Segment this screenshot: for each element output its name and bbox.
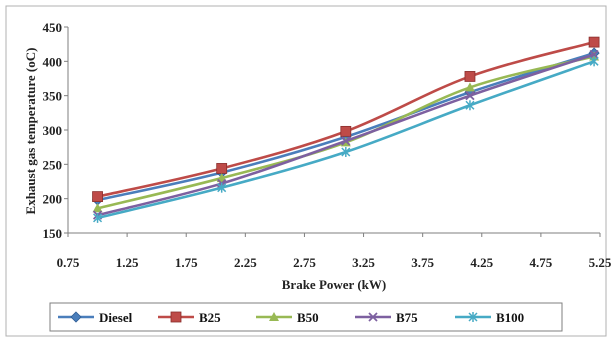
x-tick-label: 4.25 <box>470 255 493 270</box>
x-tick-label: 0.75 <box>57 255 80 270</box>
x-tick-label: 3.75 <box>411 255 434 270</box>
y-tick-label: 150 <box>43 226 63 241</box>
legend-marker-b100 <box>468 312 478 322</box>
legend-label-b75: B75 <box>396 310 418 325</box>
x-tick-label: 1.25 <box>116 255 139 270</box>
data-point-b75 <box>341 136 351 146</box>
x-tick-label: 1.75 <box>175 255 198 270</box>
data-point-b25 <box>464 71 476 82</box>
legend-label-b100: B100 <box>496 310 524 325</box>
x-tick-label: 5.25 <box>589 255 612 270</box>
y-tick-label: 300 <box>43 123 63 138</box>
data-point-b100 <box>217 182 227 193</box>
y-axis-title: Exhaust gas temperature (oC) <box>23 48 38 215</box>
legend: Diesel B25 B50 B75 B100 <box>58 310 524 325</box>
y-tick-label: 450 <box>43 20 63 35</box>
x-tick-label: 2.25 <box>234 255 257 270</box>
data-point-b100 <box>465 100 475 111</box>
y-ticks: 150 200 250 300 350 400 450 <box>43 20 68 241</box>
series-group <box>91 36 600 223</box>
data-point-b50 <box>92 203 103 213</box>
x-tick-label: 4.75 <box>530 255 553 270</box>
x-ticks: 0.75 1.25 1.75 2.25 2.75 3.25 3.75 4.25 4.75 5.25 <box>57 233 612 270</box>
x-tick-label: 2.75 <box>293 255 316 270</box>
data-point-b25 <box>340 125 352 137</box>
legend-marker-b50 <box>269 312 279 321</box>
data-point-b25 <box>216 163 228 174</box>
data-point-b100 <box>93 212 103 223</box>
legend-marker-b75 <box>368 312 378 322</box>
legend-label-b50: B50 <box>297 310 319 325</box>
data-point-b75 <box>465 91 475 101</box>
data-point-b100 <box>589 56 599 67</box>
data-point-b50 <box>464 82 475 92</box>
legend-marker-diesel <box>70 311 82 323</box>
data-point-b75 <box>589 49 599 60</box>
y-tick-label: 250 <box>43 157 63 172</box>
y-tick-label: 200 <box>43 192 63 207</box>
y-tick-label: 400 <box>43 54 63 69</box>
legend-marker-b25 <box>170 311 182 323</box>
x-tick-label: 3.25 <box>352 255 375 270</box>
x-axis-title: Brake Power (kW) <box>282 277 386 292</box>
chart-frame <box>5 5 607 337</box>
data-point-b100 <box>341 146 351 157</box>
legend-label-diesel: Diesel <box>99 310 133 325</box>
y-tick-label: 350 <box>43 89 63 104</box>
data-point-b25 <box>92 191 103 203</box>
data-point-b25 <box>588 36 600 48</box>
legend-label-b25: B25 <box>199 310 221 325</box>
